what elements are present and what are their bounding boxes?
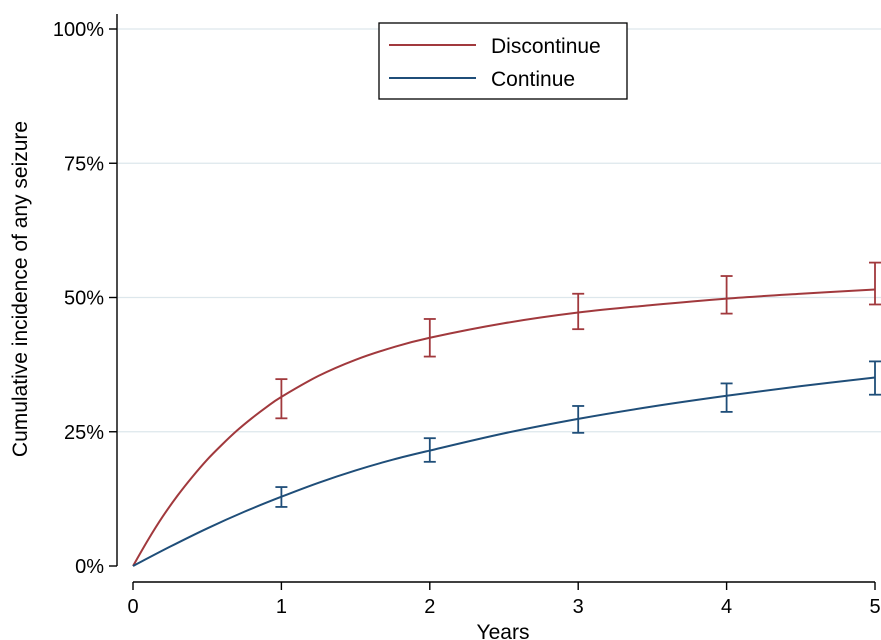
y-axis-title: Cumulative incidence of any seizure [9,121,32,457]
x-tick-label: 3 [573,596,584,618]
error-bar-continue [869,360,881,396]
x-tick-label: 0 [127,596,138,618]
error-bar-discontinue [275,378,288,420]
x-tick-label: 4 [721,596,732,618]
series-line-continue [132,376,876,567]
y-tick-label: 75% [64,153,104,175]
axes [116,14,875,583]
error-bar-discontinue [423,318,436,358]
series-discontinue [132,261,881,567]
error-bar-continue [720,382,733,413]
legend-box [378,22,628,100]
y-tick-label: 100% [53,19,104,41]
error-bar-continue [275,486,288,508]
y-tick-label: 50% [64,288,104,310]
x-tick-label: 2 [424,596,435,618]
y-tick-label: 25% [64,422,104,444]
error-bar-discontinue [869,261,881,306]
legend-label-continue: Continue [491,68,575,91]
x-tick-label: 1 [276,596,287,618]
error-bar-discontinue [720,275,733,315]
error-bar-continue [423,437,436,463]
error-bar-continue [572,405,585,434]
series-line-discontinue [132,288,876,567]
error-bar-discontinue [572,292,585,331]
series-continue [132,360,881,567]
y-tick-label: 0% [75,556,104,578]
x-axis-title: Years [477,621,530,640]
legend: Discontinue Continue [378,22,628,100]
legend-label-discontinue: Discontinue [491,35,601,58]
tick-marks-and-labels: 0% 25% 50% 75% 100% 0 1 2 3 4 5 [53,19,881,618]
x-tick-label: 5 [869,596,880,618]
series [132,261,881,567]
